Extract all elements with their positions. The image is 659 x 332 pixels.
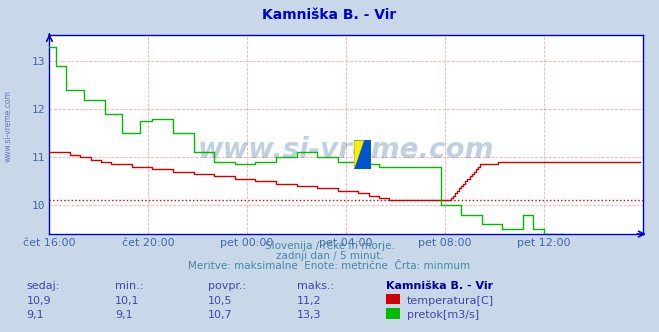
Text: min.:: min.:: [115, 281, 144, 290]
Bar: [355, 140, 371, 169]
Text: 9,1: 9,1: [115, 310, 133, 320]
Text: www.si-vreme.com: www.si-vreme.com: [198, 136, 494, 164]
Text: 10,7: 10,7: [208, 310, 232, 320]
Text: 11,2: 11,2: [297, 296, 321, 306]
Text: Meritve: maksimalne  Enote: metrične  Črta: minmum: Meritve: maksimalne Enote: metrične Črta…: [188, 261, 471, 271]
Text: 9,1: 9,1: [26, 310, 44, 320]
Polygon shape: [355, 140, 364, 169]
Text: Slovenija / reke in morje.: Slovenija / reke in morje.: [264, 241, 395, 251]
Text: zadnji dan / 5 minut.: zadnji dan / 5 minut.: [275, 251, 384, 261]
Text: sedaj:: sedaj:: [26, 281, 60, 290]
Text: temperatura[C]: temperatura[C]: [407, 296, 494, 306]
Text: maks.:: maks.:: [297, 281, 334, 290]
Text: www.si-vreme.com: www.si-vreme.com: [3, 90, 13, 162]
Text: Kamniška B. - Vir: Kamniška B. - Vir: [262, 8, 397, 22]
Text: 13,3: 13,3: [297, 310, 321, 320]
Text: povpr.:: povpr.:: [208, 281, 246, 290]
Text: 10,1: 10,1: [115, 296, 140, 306]
Text: 10,9: 10,9: [26, 296, 51, 306]
Text: Kamniška B. - Vir: Kamniška B. - Vir: [386, 281, 493, 290]
Text: 10,5: 10,5: [208, 296, 232, 306]
Text: pretok[m3/s]: pretok[m3/s]: [407, 310, 478, 320]
